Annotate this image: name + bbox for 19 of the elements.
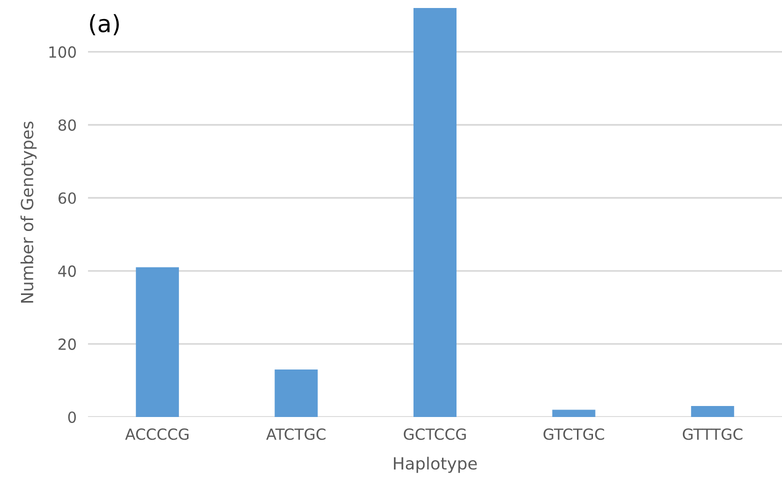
- x-tick-label: GTTTGC: [682, 428, 742, 440]
- y-tick-label: 80: [58, 119, 76, 131]
- x-tick-label: GCTCCG: [404, 428, 466, 440]
- bar: [691, 406, 734, 417]
- x-tick-label: GTCTGC: [544, 428, 604, 440]
- y-tick-label: 60: [58, 192, 76, 204]
- bar: [136, 267, 179, 417]
- y-axis-title: Number of Genotypes: [20, 122, 37, 303]
- y-tick-label: 40: [58, 265, 76, 277]
- x-tick-label: ACCCCG: [125, 428, 188, 440]
- bar: [413, 8, 457, 417]
- y-tick-label: 100: [49, 46, 76, 58]
- bar: [552, 410, 596, 417]
- x-tick-label: ATCTGC: [266, 428, 326, 440]
- x-axis-title: Haplotype: [394, 456, 477, 473]
- y-tick-label: 0: [68, 411, 76, 424]
- y-tick-label: 20: [58, 338, 76, 350]
- bar: [274, 370, 318, 417]
- chart-title: (a): [90, 14, 119, 36]
